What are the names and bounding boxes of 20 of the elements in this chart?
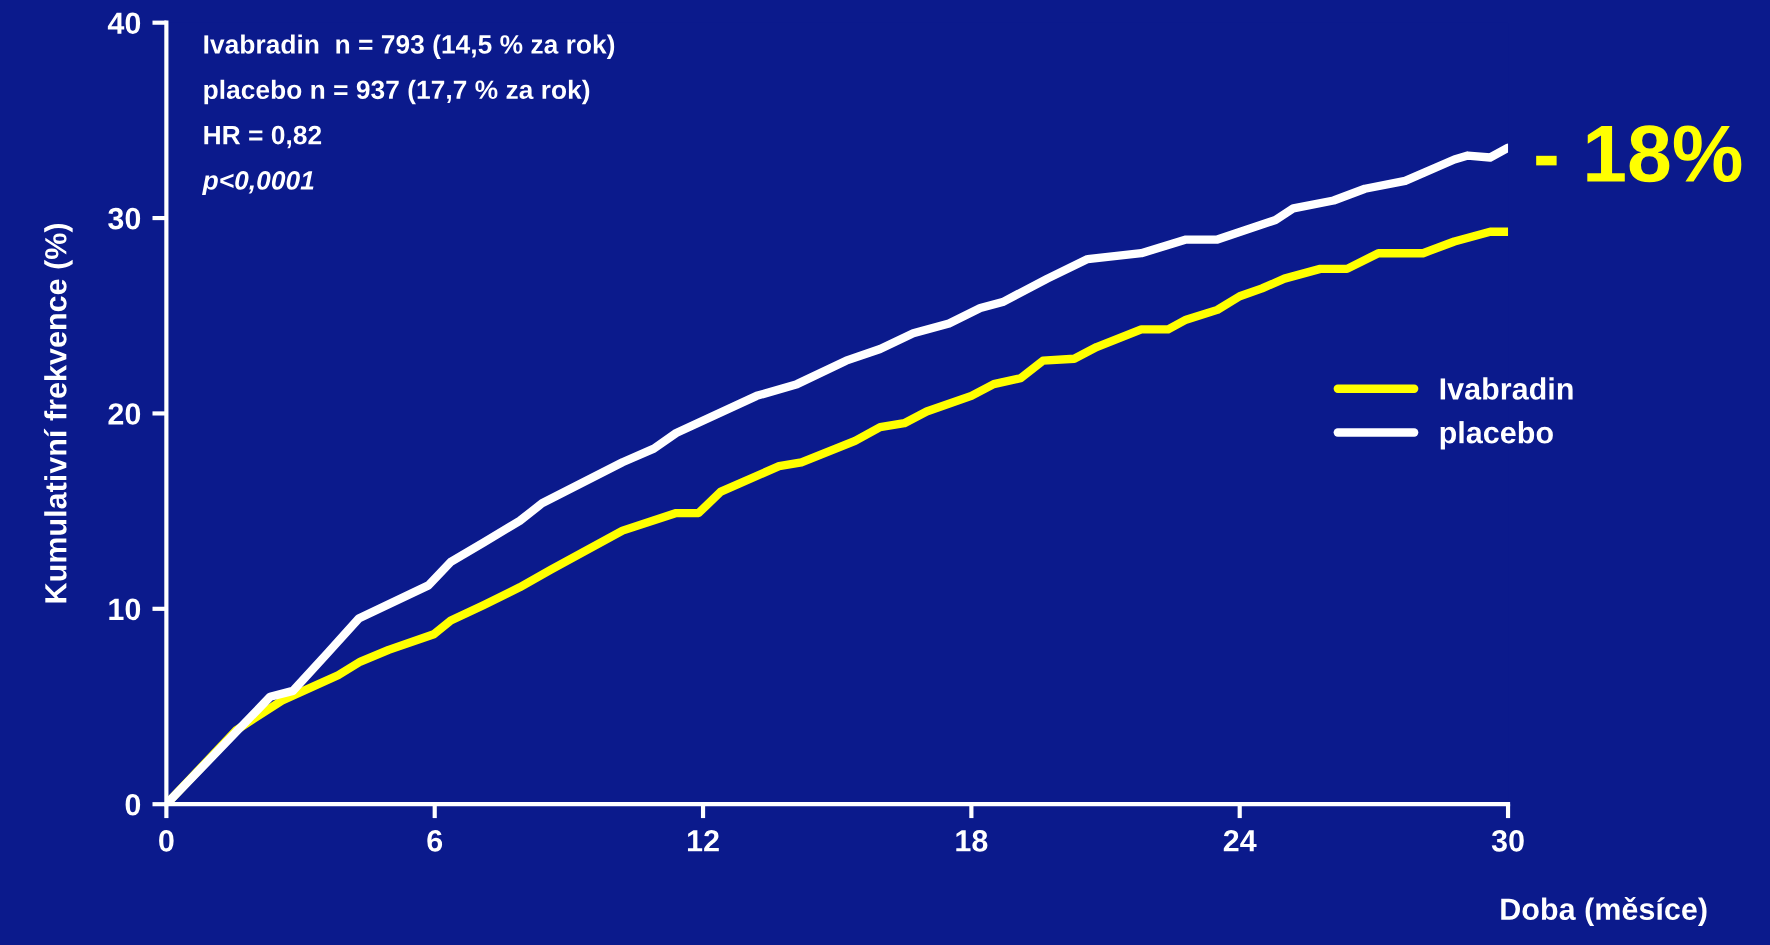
x-tick-label: 12: [687, 830, 719, 852]
x-tick-label: 30: [1491, 830, 1524, 852]
x-tick-label: 18: [956, 830, 988, 852]
legend-label: Ivabradin: [1440, 377, 1573, 400]
annotation: placebo n = 937 (17,7 % za rok): [204, 79, 590, 105]
y-tick-label: 30: [108, 207, 141, 230]
y-axis-title: Kumulativní frekvence (%): [43, 223, 73, 603]
y-tick-label: 10: [109, 598, 141, 621]
y-tick-label: 40: [107, 12, 141, 35]
annotation: Ivabradin n = 793 (14,5 % za rok): [204, 34, 615, 59]
text: - 18%: [1536, 125, 1742, 183]
x-tick-label: 6: [427, 830, 443, 852]
annotation: p<0,0001: [202, 171, 314, 195]
x-tick-label: 24: [1223, 830, 1257, 852]
y-tick-label: 20: [108, 403, 141, 425]
x-axis-title: Doba (měsíce): [1501, 896, 1707, 927]
annotation: HR = 0,82: [204, 125, 322, 149]
x-tick-label: 0: [159, 830, 174, 852]
y-tick-label: 0: [125, 793, 141, 816]
legend-label: placebo: [1440, 421, 1553, 450]
